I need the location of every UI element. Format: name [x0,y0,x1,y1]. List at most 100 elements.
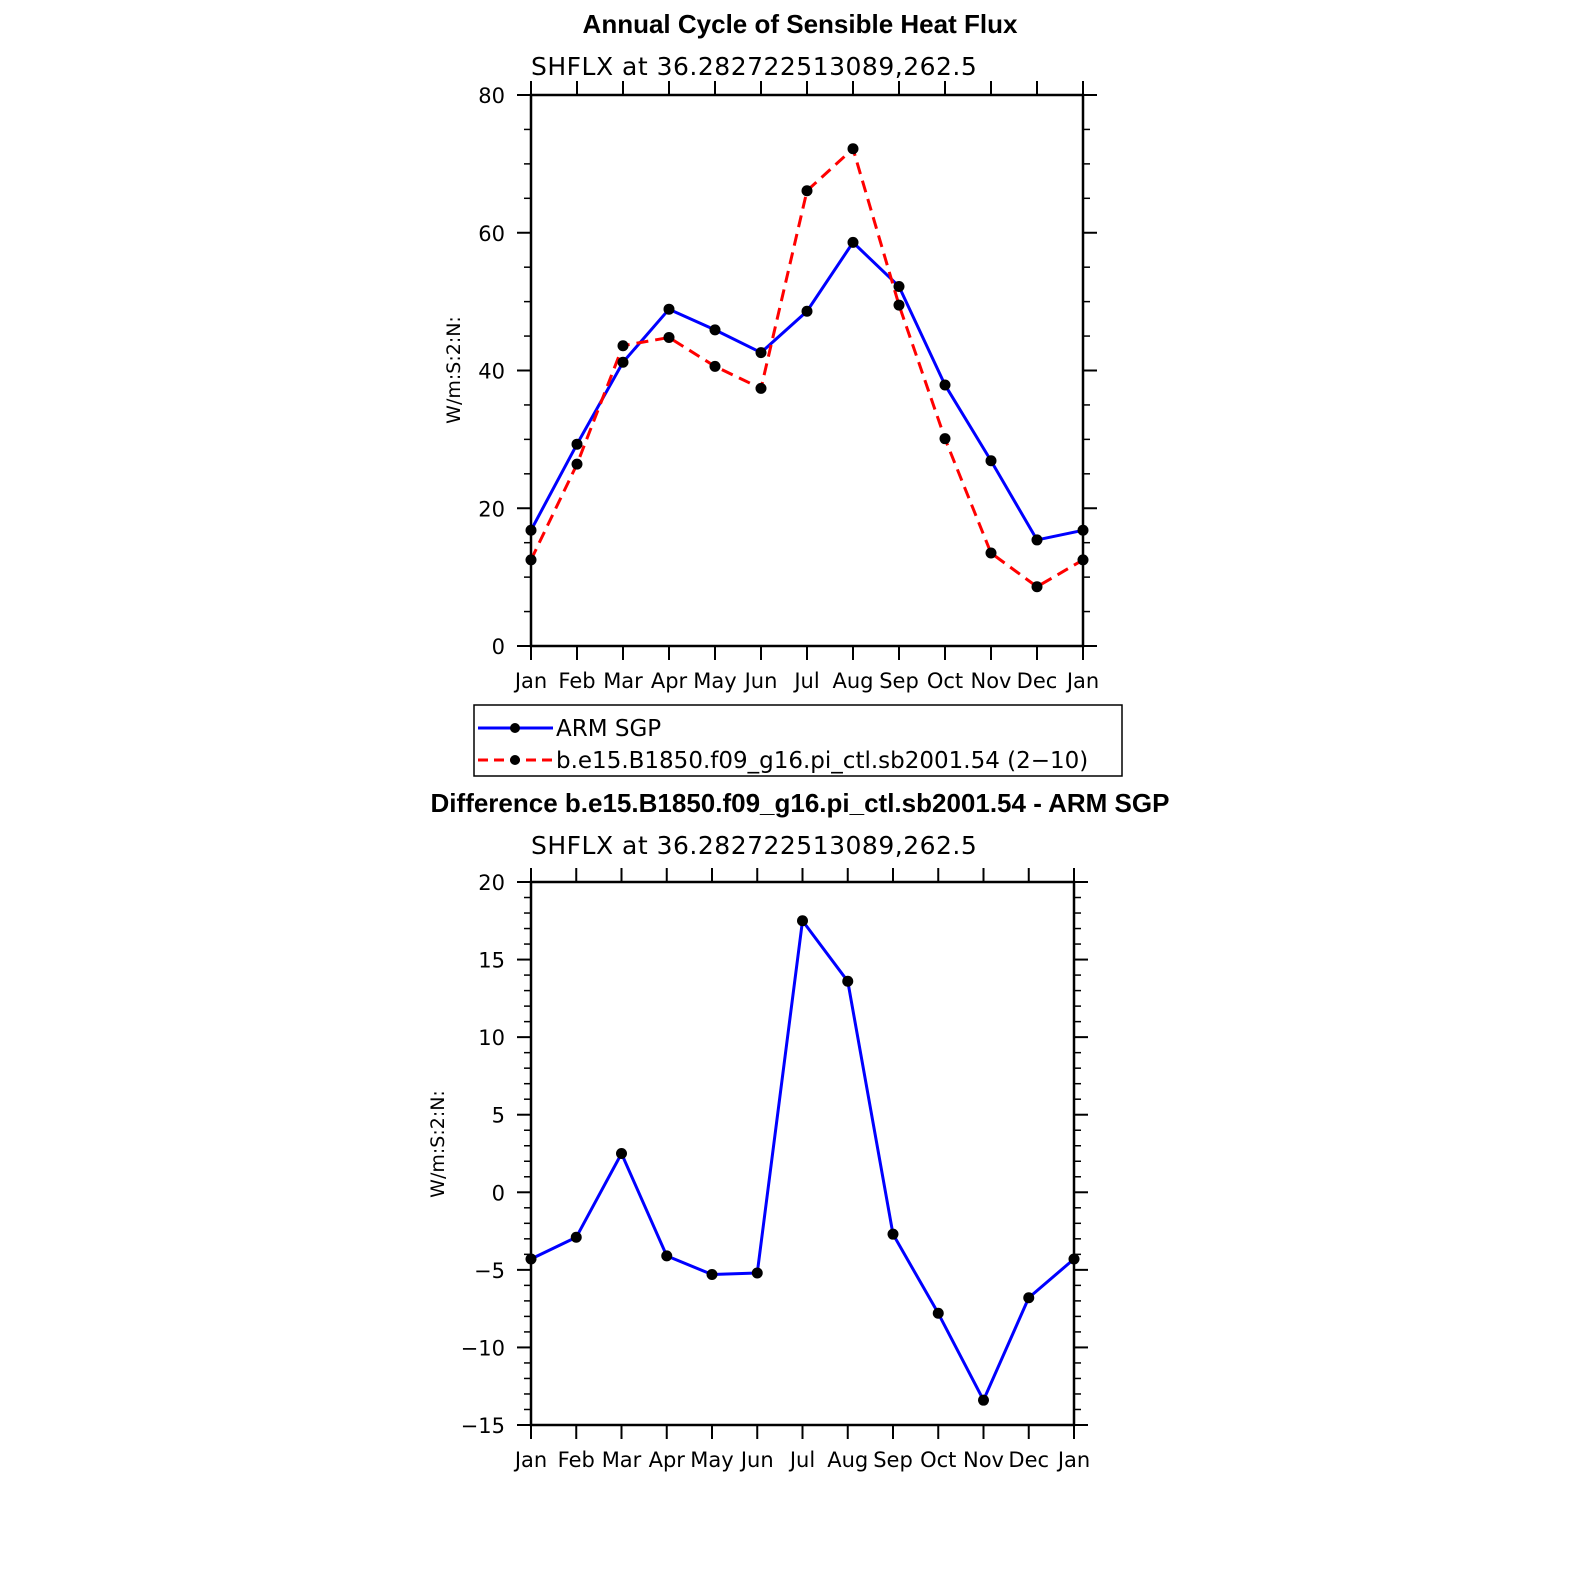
legend-label-model: b.e15.B1850.f09_g16.pi_ctl.sb2001.54 (2−… [556,748,1088,774]
series-group [525,143,1089,593]
data-point [755,347,767,359]
plot-frame [529,93,1085,648]
data-point [1077,524,1089,536]
data-point [755,382,767,394]
y-tick-label: −10 [461,1336,505,1360]
chart-subtitle: SHFLX at 36.282722513089,262.5 [531,831,977,860]
x-tick-label: May [693,669,736,693]
data-point [939,379,951,391]
x-tick-label: Sep [879,669,919,693]
y-tick-label: −15 [461,1414,505,1438]
x-tick-label: Jan [1056,1448,1090,1472]
data-point [525,1253,537,1265]
data-point [751,1267,763,1279]
data-point [525,554,537,566]
x-tick-label: Aug [827,1448,868,1472]
x-tick-label: Mar [602,1448,642,1472]
x-tick-label: Jan [513,1448,547,1472]
data-point [1031,581,1043,593]
x-tick-label: Oct [920,1448,956,1472]
x-tick-label: Apr [651,669,688,693]
y-tick-label: 10 [478,1026,505,1050]
x-tick-label: Mar [603,669,643,693]
y-tick-label: 0 [492,635,505,659]
x-tick-label: May [690,1448,733,1472]
series-line [529,147,1084,589]
data-point [847,236,859,248]
x-tick-label: Jun [739,1448,774,1472]
data-point [617,356,629,368]
x-tick-label: Jul [788,1448,815,1472]
data-point [1068,1253,1080,1265]
y-tick-label: 60 [478,222,505,246]
data-point [932,1307,944,1319]
annual-cycle-chart: Annual Cycle of Sensible Heat Flux SHFLX… [443,9,1099,693]
x-tick-label: Sep [873,1448,913,1472]
x-tick-label: Jan [1065,669,1099,693]
y-tick-label: 20 [478,871,505,895]
data-point [801,305,813,317]
y-tick-label: 40 [478,360,505,384]
data-point [985,547,997,559]
x-tick-label: Nov [971,669,1012,693]
data-point [801,185,813,197]
data-point [797,915,808,927]
data-point [1077,554,1089,566]
difference-chart: Difference b.e15.B1850.f09_g16.pi_ctl.sb… [427,788,1169,1472]
axes: 0 20 40 60 80 Jan Feb Mar Apr May Jun Jul Aug Sep Oct N… [478,81,1099,693]
x-tick-label: Feb [558,1448,595,1472]
x-tick-label: Apr [649,1448,686,1472]
data-point [617,340,629,352]
series-line [529,240,1084,542]
y-tick-label: −5 [474,1259,505,1283]
data-point [661,1250,673,1262]
data-point [1023,1292,1035,1304]
x-tick-label: Dec [1008,1448,1049,1472]
axes: −15 −10 −5 0 5 10 15 20 Jan Feb Mar Apr May Jun Jul Aug… [461,868,1090,1472]
series-line [530,919,1075,1402]
data-point [709,324,721,336]
legend-marker-model [510,755,520,765]
data-point [571,438,583,450]
data-point [570,1231,582,1243]
data-point [842,975,854,987]
x-tick-label: Oct [927,669,963,693]
legend-marker-arm-sgp [510,723,520,733]
y-tick-label: 80 [478,84,505,108]
data-point [706,1269,718,1281]
data-point [847,143,859,155]
data-point [1031,534,1043,546]
plot-frame [529,880,1076,1427]
legend-label-arm-sgp: ARM SGP [556,716,661,742]
y-axis-label: W/m:S:2:N: [443,316,465,424]
legend-box [473,704,1123,777]
data-point [571,458,583,470]
chart-title: Annual Cycle of Sensible Heat Flux [583,9,1018,39]
y-axis-label: W/m:S:2:N: [427,1090,449,1198]
data-point [893,280,905,292]
legend: ARM SGP b.e15.B1850.f09_g16.pi_ctl.sb200… [473,704,1123,777]
data-point [939,433,951,445]
x-tick-label: Jul [792,669,819,693]
x-tick-label: Nov [963,1448,1004,1472]
chart-title: Difference b.e15.B1850.f09_g16.pi_ctl.sb… [431,788,1170,818]
x-tick-label: Jun [743,669,778,693]
series-group [525,915,1080,1406]
data-point [616,1148,627,1159]
data-point [887,1228,899,1240]
data-point [663,303,675,315]
data-point [525,524,537,536]
y-tick-label: 20 [478,497,505,521]
x-tick-label: Aug [832,669,873,693]
x-tick-label: Jan [513,669,547,693]
data-point [893,299,905,311]
data-point [978,1394,989,1406]
x-tick-label: Dec [1017,669,1058,693]
y-tick-label: 0 [492,1181,505,1205]
data-point [709,360,721,372]
x-tick-label: Feb [558,669,595,693]
y-tick-label: 15 [478,949,505,973]
chart-subtitle: SHFLX at 36.282722513089,262.5 [531,52,977,81]
y-tick-label: 5 [492,1104,505,1128]
